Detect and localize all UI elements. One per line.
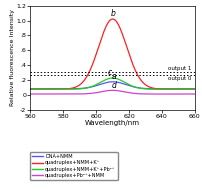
Text: b: b — [110, 9, 115, 18]
Text: a: a — [112, 72, 116, 81]
Y-axis label: Relative fluorescence Intensity: Relative fluorescence Intensity — [10, 9, 15, 106]
Text: output 0: output 0 — [167, 76, 191, 81]
Text: d: d — [111, 81, 116, 90]
Text: output 1: output 1 — [167, 66, 191, 71]
Legend: DNA+NMM, quadruplex+NMM+K⁺, quadruplex+NMM+K⁺+Pb²⁺, quadruplex+Pb²⁺+NMM: DNA+NMM, quadruplex+NMM+K⁺, quadruplex+N… — [29, 152, 117, 180]
X-axis label: Wavelength/nm: Wavelength/nm — [85, 120, 139, 126]
Text: c: c — [107, 68, 111, 77]
